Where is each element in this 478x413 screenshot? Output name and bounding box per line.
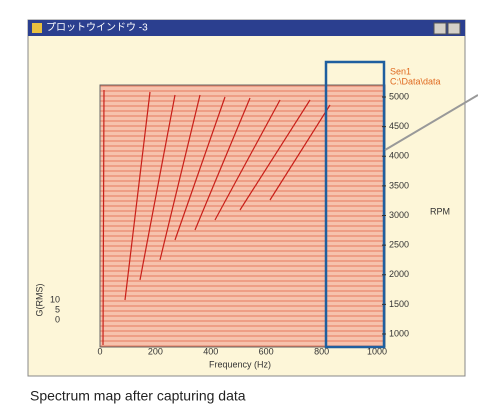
amplitude-tick-label: 10 [50,294,60,304]
x-tick-label: 200 [148,346,163,356]
spectrum-map [100,85,385,347]
amplitude-axis-label: G(RMS) [34,284,44,317]
maximize-button[interactable] [447,22,461,35]
legend-entry: Sen1 [390,66,411,76]
minimize-button[interactable] [433,22,447,35]
x-tick-label: 1000 [367,346,387,356]
amplitude-tick-label: 0 [55,314,60,324]
rpm-tick-label: 1500 [389,299,409,309]
x-tick-label: 0 [97,346,102,356]
x-tick-label: 400 [203,346,218,356]
window-title: プロットウインドウ -3 [46,22,148,34]
rpm-tick-label: 2000 [389,269,409,279]
order-lines [102,89,331,346]
rpm-tick-label: 5000 [389,91,409,101]
rpm-tick-label: 2500 [389,240,409,250]
rpm-tick-label: 1000 [389,328,409,338]
x-tick-label: 600 [259,346,274,356]
amplitude-tick-label: 5 [55,304,60,314]
x-tick-label: 800 [314,346,329,356]
title-bar [28,20,465,36]
rpm-tick-label: 3500 [389,180,409,190]
callout-line [384,94,478,151]
x-axis-label: Frequency (Hz) [209,359,271,369]
rpm-tick-label: 3000 [389,210,409,220]
window-icon [32,23,42,33]
rpm-axis-label: RPM [430,206,450,216]
rpm-tick-label: 4000 [389,151,409,161]
legend-entry: C:\Data\data [390,76,441,86]
highlight-box [324,60,386,349]
rpm-tick-label: 4500 [389,121,409,131]
caption: Spectrum map after capturing data [30,388,246,404]
